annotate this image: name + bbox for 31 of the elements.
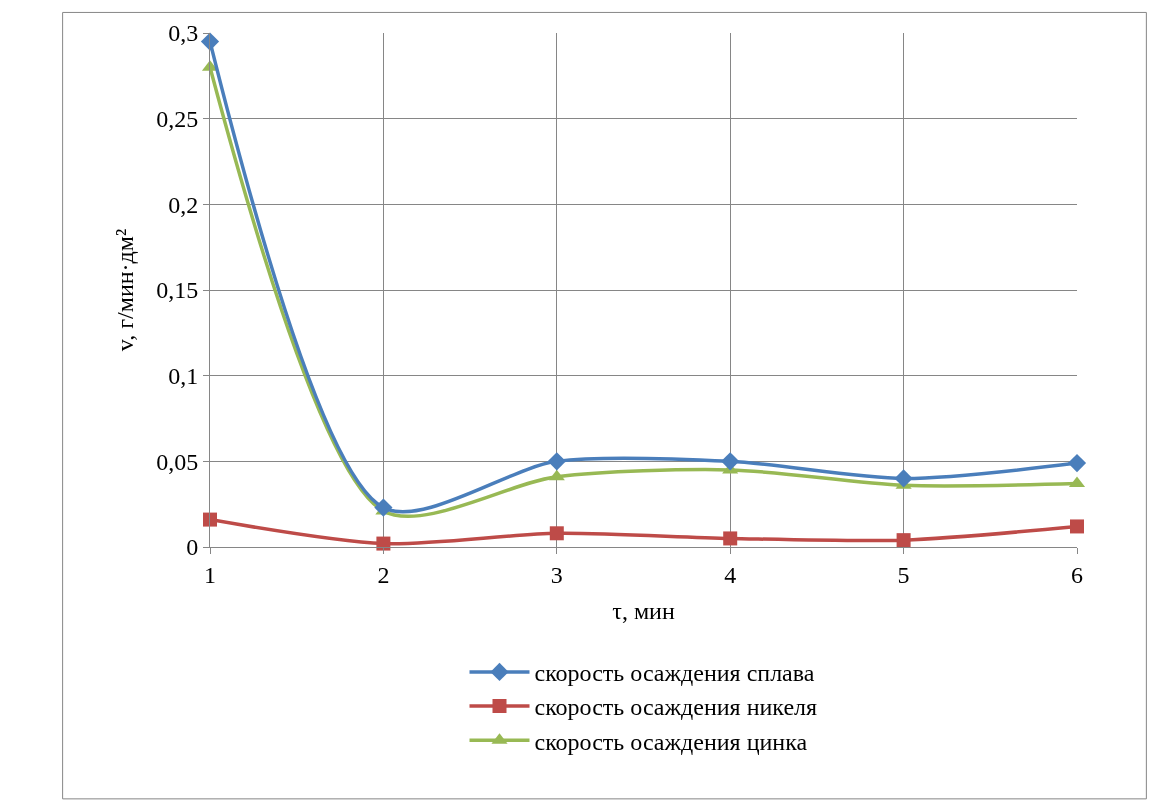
point: [894, 469, 913, 488]
point: [723, 531, 738, 546]
x-tick-label: 2: [377, 561, 390, 588]
y-axis-title: v, г/мин·дм²: [112, 228, 139, 352]
point: [547, 452, 566, 471]
x-tick-label: 3: [550, 561, 563, 588]
point: [200, 32, 220, 51]
point: [376, 536, 391, 551]
point: [1067, 453, 1087, 473]
point: [549, 526, 564, 541]
point: [203, 512, 217, 527]
y-tick-label: 0,3: [168, 20, 199, 47]
x-tick-label: 1: [204, 561, 216, 588]
point: [896, 533, 911, 548]
x-tick-label: 6: [1071, 561, 1083, 588]
y-tick-label: 0,2: [168, 191, 199, 218]
y-tick-label: 0,15: [156, 277, 199, 304]
y-tick-label: 0: [186, 534, 199, 561]
y-tick-label: 0,05: [156, 448, 199, 475]
y-tick-label: 0,1: [168, 363, 199, 390]
point: [374, 498, 393, 517]
x-axis-title: τ, мин: [612, 598, 675, 625]
legend-label: скорость осаждения сплава: [534, 660, 815, 687]
x-tick-label: 5: [897, 561, 910, 588]
legend-label: скорость осаждения никеля: [534, 694, 818, 721]
point: [1070, 519, 1084, 534]
point: [721, 452, 740, 471]
point: [548, 469, 565, 481]
x-tick-label: 4: [724, 561, 737, 588]
y-tick-label: 0,25: [156, 106, 199, 133]
legend-label: скорость осаждения цинка: [534, 728, 808, 755]
